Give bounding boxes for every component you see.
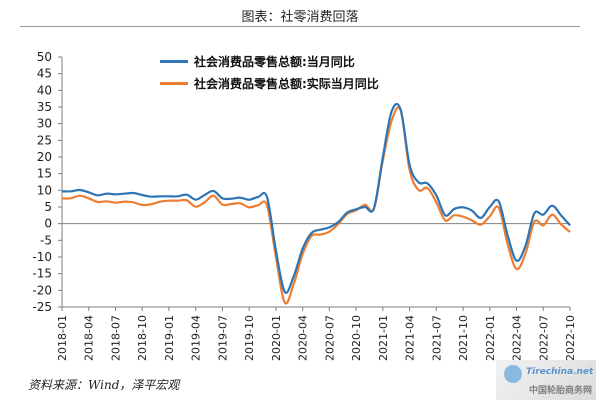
- x-tick-label: 2020-04: [297, 315, 310, 361]
- page-title: 图表：社零消费回落: [241, 10, 359, 25]
- legend-item-series-1: 社会消费品零售总额:当月同比: [160, 50, 379, 72]
- y-tick-label: 20: [37, 150, 52, 164]
- x-tick-label: 2022-10: [564, 315, 577, 361]
- x-tick-label: 2021-01: [377, 315, 390, 361]
- chart-legend: 社会消费品零售总额:当月同比 社会消费品零售总额:实际当月同比: [160, 50, 379, 94]
- chart-series: [61, 102, 571, 305]
- x-tick-label: 2022-07: [537, 315, 550, 361]
- y-tick-label: 15: [37, 167, 52, 181]
- legend-swatch-series-2: [160, 81, 188, 85]
- x-axis: 2018-01 2018-04 2018-07 2018-10 2019-01 2019-…: [56, 223, 577, 361]
- watermark: Tirechina.net 中国轮胎商务网: [496, 360, 596, 400]
- x-tick-label: 2018-01: [56, 315, 69, 361]
- x-tick-label: 2020-01: [270, 315, 283, 361]
- series-line-1: [61, 102, 571, 294]
- x-tick-label: 2021-10: [457, 315, 470, 361]
- x-tick-label: 2018-04: [83, 315, 96, 361]
- y-tick-label: 30: [37, 117, 52, 131]
- legend-label-series-1: 社会消费品零售总额:当月同比: [194, 54, 355, 69]
- watermark-logo-text: Tirechina.net: [526, 367, 594, 377]
- y-tick-label: -20: [32, 283, 52, 297]
- source-note: 资料来源：Wind，泽平宏观: [28, 378, 180, 392]
- title-divider: [20, 26, 580, 27]
- y-tick-label: 35: [37, 100, 52, 114]
- x-tick-label: 2020-07: [323, 315, 336, 361]
- legend-swatch-series-1: [160, 59, 188, 63]
- x-tick-label: 2019-04: [190, 315, 203, 361]
- watermark-logo-icon: [504, 365, 522, 383]
- x-tick-label: 2022-04: [511, 315, 524, 361]
- x-tick-label: 2019-01: [163, 315, 176, 361]
- x-tick-label: 2022-01: [484, 315, 497, 361]
- x-tick-label: 2021-07: [430, 315, 443, 361]
- y-tick-label: 10: [37, 183, 52, 197]
- y-tick-label: 45: [37, 67, 52, 81]
- x-tick-label: 2019-10: [243, 315, 256, 361]
- x-tick-label: 2019-07: [216, 315, 229, 361]
- y-tick-label: -10: [32, 250, 52, 264]
- x-tick-label: 2021-04: [404, 315, 417, 361]
- legend-item-series-2: 社会消费品零售总额:实际当月同比: [160, 72, 379, 94]
- y-tick-label: 50: [37, 50, 52, 64]
- x-tick-label: 2018-07: [109, 315, 122, 361]
- y-tick-label: -15: [32, 267, 52, 281]
- y-tick-label: 40: [37, 83, 52, 97]
- legend-label-series-2: 社会消费品零售总额:实际当月同比: [194, 76, 379, 91]
- y-tick-label: 25: [37, 133, 52, 147]
- x-tick-label: 2020-10: [350, 315, 363, 361]
- x-tick-label: 2018-10: [136, 315, 149, 361]
- y-tick-label: -5: [40, 233, 52, 247]
- series-line-2: [61, 106, 571, 305]
- watermark-text: 中国轮胎商务网: [528, 386, 592, 396]
- y-tick-label: -25: [32, 300, 52, 314]
- y-tick-label: 5: [44, 200, 52, 214]
- y-tick-label: 0: [44, 217, 52, 231]
